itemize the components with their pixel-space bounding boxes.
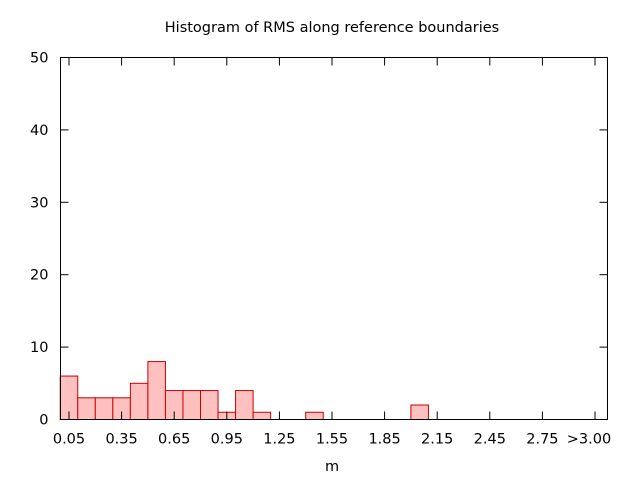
bars-group: [59, 361, 429, 421]
x-tick-label: 0.65: [158, 432, 190, 448]
x-tick-label: 0.95: [211, 432, 243, 448]
x-tick-label: 2.15: [421, 432, 453, 448]
x-axis: 0.05 0.35 0.65 0.95 1.25 1.55 1.85 2.15 2.45 2.75…: [53, 57, 611, 448]
x-tick-label: 2.45: [474, 432, 506, 448]
histogram-bar-11: [252, 411, 272, 421]
histogram-bar-4: [129, 382, 149, 420]
x-tick-label: 2.75: [526, 432, 558, 448]
x-tick-label: >3.00: [567, 432, 611, 448]
histogram-bar-13: [410, 404, 429, 420]
y-tick-label: 20: [30, 268, 48, 284]
histogram-bar-5: [147, 361, 166, 420]
y-tick-label: 10: [30, 340, 48, 356]
histogram-bar-7: [182, 390, 201, 421]
x-tick-label: 1.25: [263, 432, 295, 448]
chart-title: Histogram of RMS along reference boundar…: [165, 20, 499, 36]
x-tick-label: 1.55: [316, 432, 348, 448]
x-axis-label: m: [325, 459, 339, 475]
histogram-bar-8: [200, 390, 219, 421]
y-tick-label: 30: [30, 195, 48, 211]
y-tick-label: 0: [39, 413, 48, 429]
y-axis: 0 10 20 30 40 50: [30, 51, 608, 429]
x-tick-label: 1.85: [368, 432, 400, 448]
x-tick-label: 0.35: [105, 432, 137, 448]
histogram-bar-10: [235, 390, 254, 421]
histogram-bar-2: [94, 397, 114, 420]
y-tick-label: 50: [30, 51, 48, 67]
x-tick-label: 0.05: [53, 432, 85, 448]
histogram-bar-1: [77, 397, 96, 420]
plot-frame: [60, 57, 608, 420]
histogram-bar-12: [305, 411, 324, 421]
y-tick-label: 40: [30, 123, 48, 139]
